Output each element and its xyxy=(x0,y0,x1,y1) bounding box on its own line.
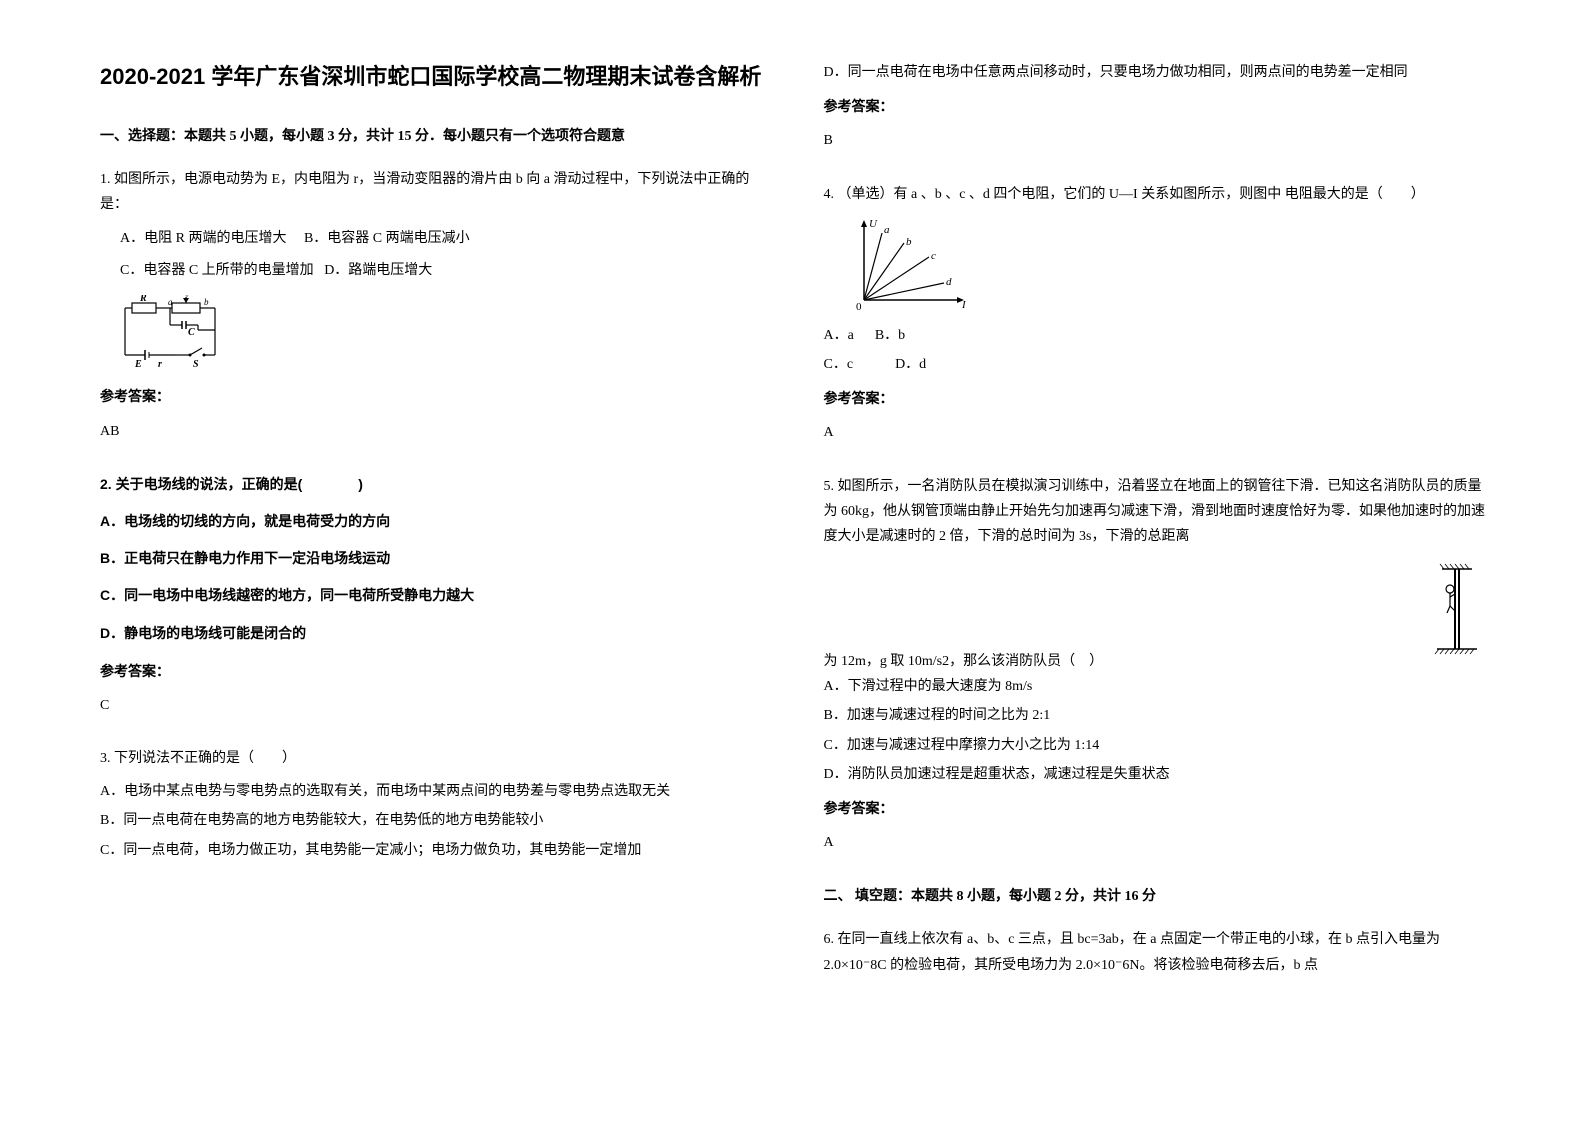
svg-text:b: b xyxy=(906,236,912,248)
section1-title: 一、选择题：本题共 5 小题，每小题 3 分，共计 15 分．每小题只有一个选项… xyxy=(100,125,764,145)
q3-answer-label: 参考答案： xyxy=(824,95,1488,120)
q2-opt-d: D．静电场的电场线可能是闭合的 xyxy=(100,621,764,646)
q1-options-line2: C．电容器 C 上所带的电量增加 D．路端电压增大 xyxy=(120,257,764,285)
q4-opt-a: A．a xyxy=(824,328,854,343)
section2-title: 二、 填空题：本题共 8 小题，每小题 2 分，共计 16 分 xyxy=(824,885,1488,905)
q1-options-line1: A．电阻 R 两端的电压增大 B．电容器 C 两端电压减小 xyxy=(120,225,764,253)
left-column: 2020-2021 学年广东省深圳市蛇口国际学校高二物理期末试卷含解析 一、选择… xyxy=(100,60,764,1062)
circuit-svg: R a R₀ b xyxy=(120,295,240,375)
question-5: 5. 如图所示，一名消防队员在模拟演习训练中，沿着竖立在地面上的钢管往下滑．已知… xyxy=(824,474,1488,866)
svg-text:b: b xyxy=(204,297,209,307)
q3-options: A．电场中某点电势与零电势点的选取有关，而电场中某两点间的电势差与零电势点选取无… xyxy=(100,779,764,863)
pole-diagram xyxy=(1427,561,1487,670)
q5-text-after: 为 12m，g 取 10m/s2，那么该消防队员（ ） xyxy=(824,649,1428,674)
svg-text:d: d xyxy=(946,276,952,288)
svg-text:r: r xyxy=(158,359,162,370)
svg-text:S: S xyxy=(193,359,199,370)
q4-options-line2: C．c D．d xyxy=(824,352,1488,377)
q1-opt-d: D．路端电压增大 xyxy=(324,263,432,278)
q5-opt-c: C．加速与减速过程中摩擦力大小之比为 1:14 xyxy=(824,733,1488,758)
question-6: 6. 在同一直线上依次有 a、b、c 三点，且 bc=3ab，在 a 点固定一个… xyxy=(824,927,1488,985)
q2-opt-a: A．电场线的切线的方向，就是电荷受力的方向 xyxy=(100,509,764,534)
circuit-diagram: R a R₀ b xyxy=(120,295,240,375)
svg-text:0: 0 xyxy=(856,301,862,313)
q2-opt-b: B．正电荷只在静电力作用下一定沿电场线运动 xyxy=(100,546,764,571)
ui-graph-svg: U I 0 a b c d xyxy=(844,215,984,315)
q2-answer: C xyxy=(100,693,764,718)
q4-answer: A xyxy=(824,420,1488,445)
q4-answer-label: 参考答案： xyxy=(824,387,1488,412)
q4-options: A．a B．b C．c D．d xyxy=(824,323,1488,377)
q5-opt-d: D．消防队员加速过程是超重状态，减速过程是失重状态 xyxy=(824,762,1488,787)
q5-opt-b: B．加速与减速过程的时间之比为 2:1 xyxy=(824,703,1488,728)
q2-opt-c: C．同一电场中电场线越密的地方，同一电荷所受静电力越大 xyxy=(100,583,764,608)
q3-opt-b: B．同一点电荷在电势高的地方电势能较大，在电势低的地方电势能较小 xyxy=(100,808,764,833)
question-1: 1. 如图所示，电源电动势为 E，内电阻为 r，当滑动变阻器的滑片由 b 向 a… xyxy=(100,167,764,454)
question-3: 3. 下列说法不正确的是（ ） A．电场中某点电势与零电势点的选取有关，而电场中… xyxy=(100,746,764,867)
q5-opt-a: A．下滑过程中的最大速度为 8m/s xyxy=(824,674,1488,699)
q5-image-row: 为 12m，g 取 10m/s2，那么该消防队员（ ） xyxy=(824,557,1488,674)
right-column: D．同一点电荷在电场中任意两点间移动时，只要电场力做功相同，则两点间的电势差一定… xyxy=(824,60,1488,1062)
q4-text: 4. （单选）有 a 、b 、c 、d 四个电阻，它们的 U—I 关系如图所示，… xyxy=(824,182,1488,207)
q3-text: 3. 下列说法不正确的是（ ） xyxy=(100,746,764,771)
q1-opt-b: B．电容器 C 两端电压减小 xyxy=(304,231,470,246)
q2-answer-label: 参考答案： xyxy=(100,660,764,685)
q1-options: A．电阻 R 两端的电压增大 B．电容器 C 两端电压减小 C．电容器 C 上所… xyxy=(120,225,764,285)
page-container: 2020-2021 学年广东省深圳市蛇口国际学校高二物理期末试卷含解析 一、选择… xyxy=(100,60,1487,1062)
question-3-cont: D．同一点电荷在电场中任意两点间移动时，只要电场力做功相同，则两点间的电势差一定… xyxy=(824,60,1488,164)
q4-opt-c: C．c xyxy=(824,357,854,372)
q2-text: 2. 关于电场线的说法，正确的是( ) xyxy=(100,472,764,497)
q6-text: 6. 在同一直线上依次有 a、b、c 三点，且 bc=3ab，在 a 点固定一个… xyxy=(824,927,1488,977)
q3-opt-d: D．同一点电荷在电场中任意两点间移动时，只要电场力做功相同，则两点间的电势差一定… xyxy=(824,60,1488,85)
q1-answer: AB xyxy=(100,419,764,444)
q3-opt-a: A．电场中某点电势与零电势点的选取有关，而电场中某两点间的电势差与零电势点选取无… xyxy=(100,779,764,804)
pole-svg xyxy=(1427,561,1487,661)
q3-answer: B xyxy=(824,128,1488,153)
svg-text:U: U xyxy=(869,218,878,230)
svg-text:I: I xyxy=(961,299,967,311)
svg-text:R: R xyxy=(139,295,147,304)
svg-text:c: c xyxy=(931,250,936,262)
question-4: 4. （单选）有 a 、b 、c 、d 四个电阻，它们的 U—I 关系如图所示，… xyxy=(824,182,1488,456)
question-2: 2. 关于电场线的说法，正确的是( ) A．电场线的切线的方向，就是电荷受力的方… xyxy=(100,472,764,728)
svg-text:E: E xyxy=(134,359,142,370)
q5-text: 5. 如图所示，一名消防队员在模拟演习训练中，沿着竖立在地面上的钢管往下滑．已知… xyxy=(824,474,1488,550)
q5-options: A．下滑过程中的最大速度为 8m/s B．加速与减速过程的时间之比为 2:1 C… xyxy=(824,674,1488,787)
q4-opt-b: B．b xyxy=(875,328,905,343)
ui-graph: U I 0 a b c d xyxy=(844,215,984,315)
svg-text:R₀: R₀ xyxy=(179,295,189,297)
q1-opt-a: A．电阻 R 两端的电压增大 xyxy=(120,231,286,246)
q1-text: 1. 如图所示，电源电动势为 E，内电阻为 r，当滑动变阻器的滑片由 b 向 a… xyxy=(100,167,764,217)
q1-answer-label: 参考答案： xyxy=(100,385,764,410)
q1-opt-c: C．电容器 C 上所带的电量增加 xyxy=(120,263,314,278)
q3-opt-c: C．同一点电荷，电场力做正功，其电势能一定减小；电场力做负功，其电势能一定增加 xyxy=(100,838,764,863)
svg-text:a: a xyxy=(884,224,890,236)
main-title: 2020-2021 学年广东省深圳市蛇口国际学校高二物理期末试卷含解析 xyxy=(100,60,764,93)
q4-opt-d: D．d xyxy=(895,357,926,372)
q5-answer-label: 参考答案： xyxy=(824,797,1488,822)
q2-options: A．电场线的切线的方向，就是电荷受力的方向 B．正电荷只在静电力作用下一定沿电场… xyxy=(100,509,764,646)
svg-text:C: C xyxy=(188,327,195,338)
q4-options-line1: A．a B．b xyxy=(824,323,1488,348)
q5-answer: A xyxy=(824,830,1488,855)
